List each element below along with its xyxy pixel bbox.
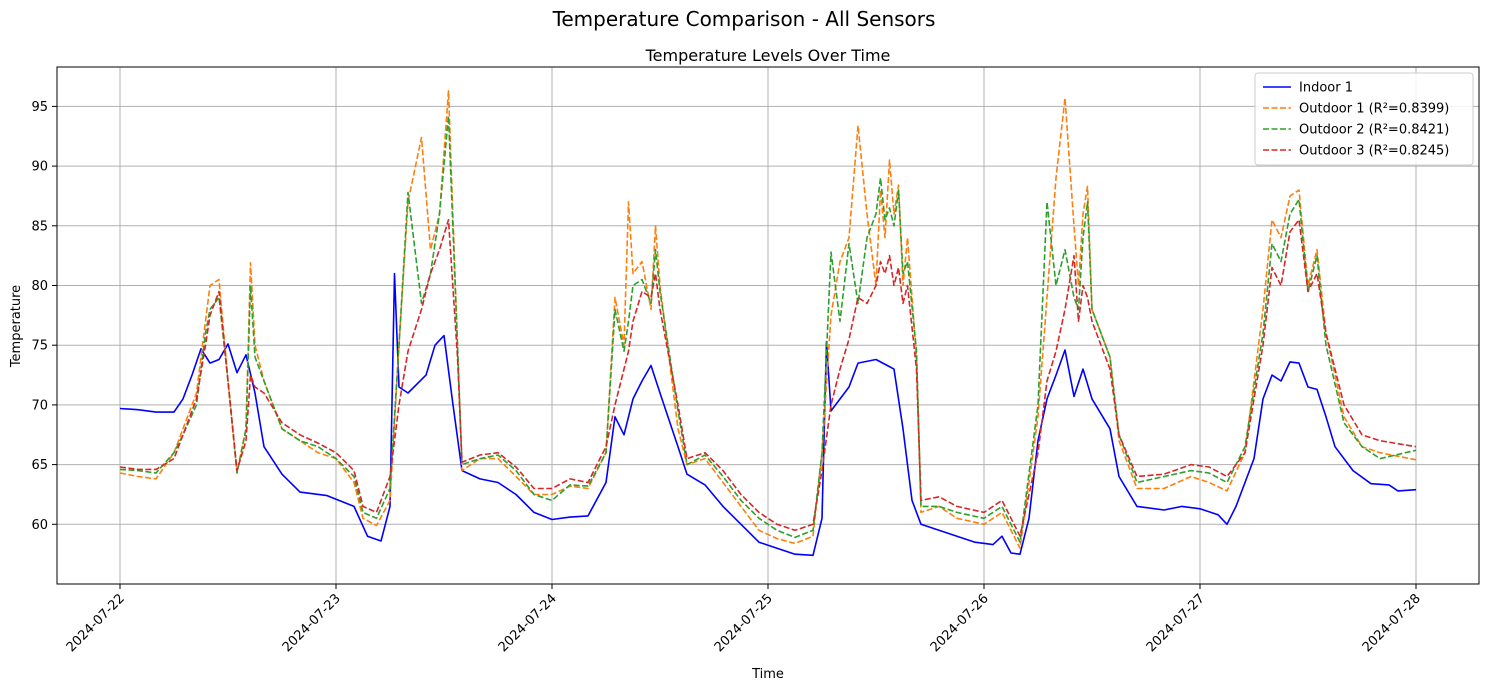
chart-title: Temperature Levels Over Time [645, 46, 891, 65]
x-tick-label-6: 2024-07-28 [1360, 591, 1424, 655]
y-tick-label-4: 80 [31, 279, 48, 294]
series-line-2 [119, 115, 1417, 543]
legend-box [1254, 72, 1474, 166]
y-tick-label-3: 75 [31, 339, 48, 354]
chart-suptitle: Temperature Comparison - All Sensors [552, 7, 936, 31]
x-axis-label: Time [751, 667, 784, 682]
chart-grid [57, 67, 1479, 584]
y-axis: 60 65 70 75 80 85 90 95 [31, 100, 57, 533]
y-tick-label-1: 65 [31, 458, 48, 473]
y-axis-label: Temperature [9, 285, 24, 368]
series-line-0 [119, 272, 1417, 557]
x-tick-label-2: 2024-07-24 [496, 591, 560, 655]
series-line-3 [119, 219, 1417, 537]
x-tick-label-4: 2024-07-26 [928, 591, 992, 655]
x-axis: 2024-07-22 2024-07-23 2024-07-24 2024-07-25… [64, 584, 1424, 655]
y-tick-label-0: 60 [31, 518, 48, 533]
chart-legend: Indoor 1 Outdoor 1 (R²=0.8399) Outdoor 2 (… [1254, 72, 1474, 166]
y-tick-label-2: 70 [31, 398, 48, 413]
legend-label-0: Indoor 1 [1299, 81, 1353, 96]
legend-label-2: Outdoor 2 (R²=0.8421) [1299, 123, 1449, 138]
x-tick-label-5: 2024-07-27 [1144, 591, 1208, 655]
y-tick-label-7: 95 [31, 100, 48, 115]
legend-label-3: Outdoor 3 (R²=0.8245) [1299, 144, 1449, 159]
x-tick-label-1: 2024-07-23 [280, 591, 344, 655]
series-line-1 [119, 90, 1417, 549]
x-tick-label-3: 2024-07-25 [712, 591, 776, 655]
x-tick-label-0: 2024-07-22 [64, 591, 128, 655]
y-tick-label-6: 90 [31, 160, 48, 175]
legend-label-1: Outdoor 1 (R²=0.8399) [1299, 102, 1449, 117]
y-tick-label-5: 85 [31, 219, 48, 234]
series-layer [119, 90, 1417, 557]
